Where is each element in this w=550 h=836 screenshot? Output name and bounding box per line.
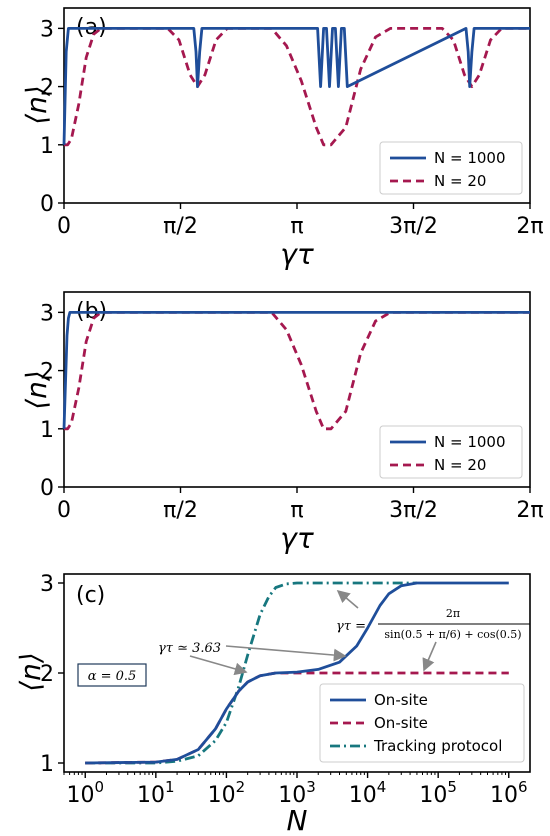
panel-c-legend: On-site On-site Tracking protocol: [319, 683, 525, 763]
panel-b-legend: N = 1000 N = 20: [379, 425, 523, 479]
x-tick-label: 106: [490, 778, 528, 808]
x-tick-label: 103: [278, 778, 316, 808]
annotation-formula-denominator: sin(0.5 + π/6) + cos(0.5): [384, 628, 521, 641]
panel-a-legend: N = 1000 N = 20: [379, 141, 523, 195]
annotation-formula-lhs: γτ =: [336, 619, 366, 634]
annotation-arrow-4: [422, 641, 437, 672]
x-tick-label: 0: [57, 214, 71, 239]
panel-c: (c) ⟨n⟩ N 100 101 102 103 104 105 106 1 2 3 α = 0…: [14, 572, 531, 836]
y-tick-label: 2: [40, 360, 54, 385]
series-line-solid: [62, 310, 530, 429]
x-tick-label: 105: [419, 778, 457, 808]
y-tick-label: 1: [40, 752, 54, 777]
x-tick-label: 3π/2: [389, 498, 438, 523]
panel-a-ticks: 0 π/2 π 3π/2 2π 0 1 2 3: [40, 17, 544, 239]
series-line-solid: [62, 26, 530, 145]
annotation-gamma-tau-value: γτ ≃ 3.63: [158, 641, 221, 656]
y-tick-label: 3: [40, 572, 54, 597]
panel-c-ticks: 100 101 102 103 104 105 106 1 2 3: [40, 572, 528, 808]
x-tick-label: 102: [208, 778, 246, 808]
panel-a-lines: [62, 26, 530, 147]
y-tick-label: 1: [40, 418, 54, 443]
panel-c-label: (c): [76, 583, 105, 608]
alpha-textbox-frame: [77, 663, 147, 687]
x-tick-label: 3π/2: [389, 214, 438, 239]
panel-c-legend-onsite-solid: On-site: [374, 691, 428, 709]
panel-a-xlabel: γτ: [280, 238, 314, 271]
annotation-formula-numerator: 2π: [446, 607, 460, 620]
x-tick-label: π: [290, 214, 303, 239]
panel-a-legend-n20: N = 20: [434, 172, 486, 190]
annotation-arrow-3: [336, 589, 359, 609]
panel-b-legend-n1000: N = 1000: [434, 433, 506, 451]
y-tick-label: 3: [40, 17, 54, 42]
x-tick-label: 100: [66, 778, 104, 808]
panel-a-ylabel: ⟨n⟩: [20, 85, 53, 125]
y-tick-label: 2: [40, 662, 54, 687]
panel-b-ylabel: ⟨n⟩: [20, 370, 53, 410]
x-tick-label: π: [290, 498, 303, 523]
panel-b-legend-n20: N = 20: [434, 456, 486, 474]
annotation-arrow-1: [225, 645, 347, 662]
panel-c-legend-onsite-dashed: On-site: [374, 714, 428, 732]
x-tick-label: π/2: [163, 214, 198, 239]
x-tick-label: 2π: [516, 498, 543, 523]
y-tick-label: 3: [40, 301, 54, 326]
y-tick-label: 0: [40, 476, 54, 501]
panel-c-legend-box: [319, 683, 525, 763]
series-line-dashed: [64, 310, 530, 431]
x-tick-label: 101: [137, 778, 175, 808]
x-tick-label: π/2: [163, 498, 198, 523]
panel-b-ticks: 0 π/2 π 3π/2 2π 0 1 2 3: [40, 301, 544, 523]
annotation-arrow-2: [189, 655, 248, 676]
y-tick-label: 1: [40, 134, 54, 159]
panel-a-legend-n1000: N = 1000: [434, 149, 506, 167]
x-tick-label: 0: [57, 498, 71, 523]
panel-b-legend-box: [379, 425, 523, 479]
series-line-dashdot: [85, 581, 417, 765]
y-tick-label: 2: [40, 76, 54, 101]
panel-c-ylabel: ⟨n⟩: [14, 652, 47, 692]
panel-c-xlabel: N: [287, 804, 308, 836]
panel-a-legend-box: [379, 141, 523, 195]
series-line-solid: [85, 581, 509, 765]
panel-c-lines: [85, 581, 509, 765]
panel-c-legend-tracking: Tracking protocol: [373, 737, 502, 755]
x-tick-label: 2π: [516, 214, 543, 239]
series-line-dashed: [64, 26, 530, 147]
y-tick-label: 0: [40, 192, 54, 217]
panel-b-xlabel: γτ: [280, 522, 314, 555]
x-tick-label: 104: [349, 778, 387, 808]
panel-b-lines: [62, 310, 530, 431]
alpha-textbox: α = 0.5: [88, 669, 137, 684]
